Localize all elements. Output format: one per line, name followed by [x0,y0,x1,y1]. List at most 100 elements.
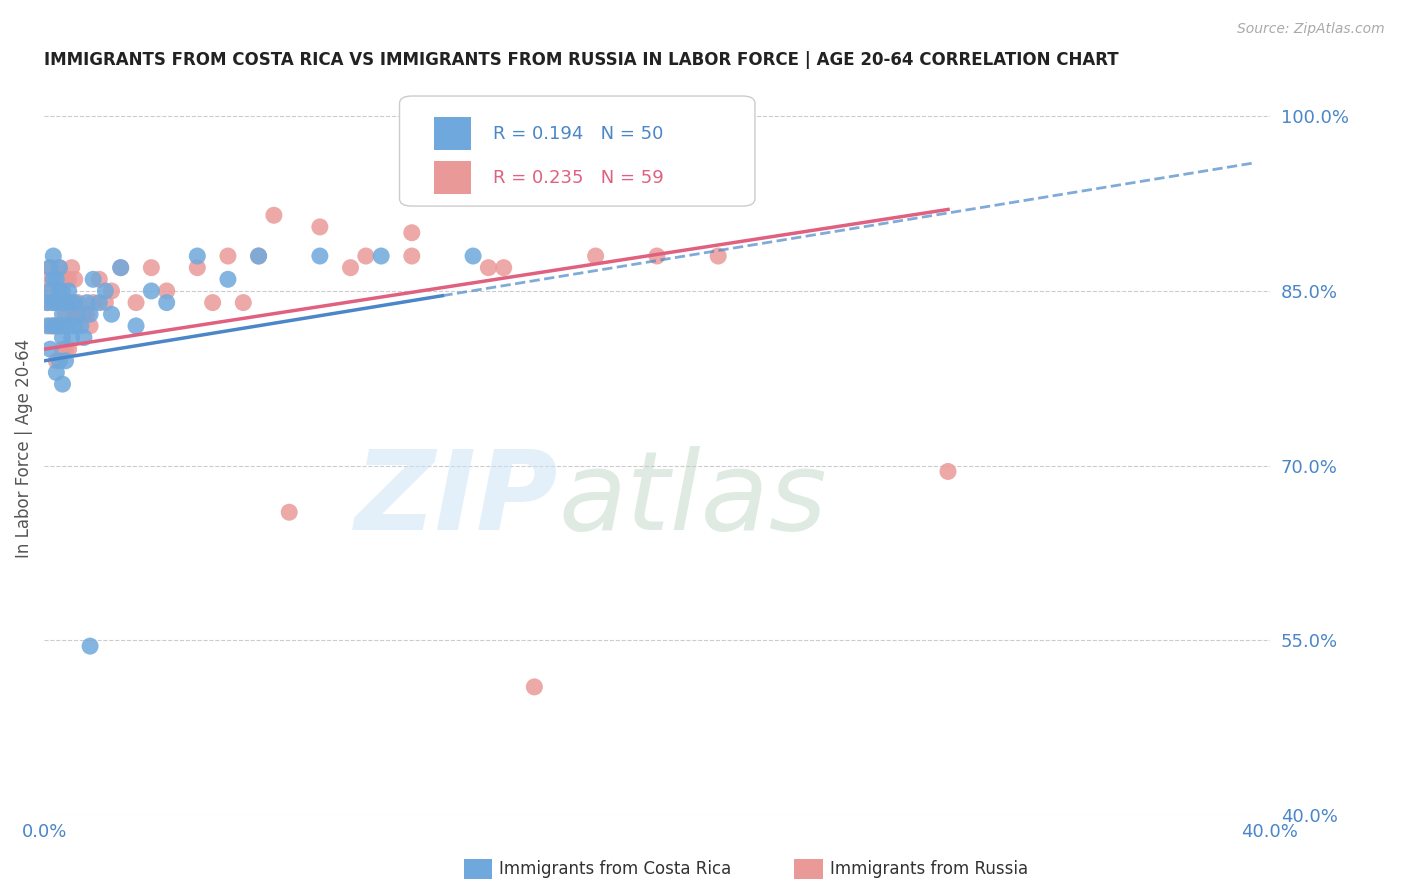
Point [401,226,423,240]
Text: atlas: atlas [558,446,828,553]
Point [60,260,83,275]
Point [370,249,392,263]
Point [55,342,77,356]
Point [42,249,65,263]
Point [354,249,377,263]
Point [51,284,73,298]
Point [48,260,70,275]
Point [186,260,208,275]
Point [461,249,484,263]
Point [82,272,104,286]
Point [523,680,546,694]
Point [39,260,62,275]
Text: Immigrants from Costa Rica: Immigrants from Costa Rica [499,860,731,878]
Point [39,318,62,333]
FancyBboxPatch shape [434,161,471,194]
Point [55,318,77,333]
Point [217,272,239,286]
Point [477,260,499,275]
Point [70,307,93,321]
Point [73,330,96,344]
Point [45,272,67,286]
Point [492,260,515,275]
Point [51,272,73,286]
Point [45,318,67,333]
Point [48,284,70,298]
Point [309,219,332,234]
Point [37,295,59,310]
Point [263,208,285,222]
Point [156,284,179,298]
Point [58,284,80,298]
Point [79,307,101,321]
Text: IMMIGRANTS FROM COSTA RICA VS IMMIGRANTS FROM RUSSIA IN LABOR FORCE | AGE 20-64 : IMMIGRANTS FROM COSTA RICA VS IMMIGRANTS… [44,51,1119,69]
Point [48,318,70,333]
Point [278,505,301,519]
Point [247,249,270,263]
Point [585,249,607,263]
Point [217,249,239,263]
Point [45,295,67,310]
Point [55,354,77,368]
Point [39,342,62,356]
Point [76,307,98,321]
Point [42,272,65,286]
Point [48,260,70,275]
Point [125,295,148,310]
Point [60,295,83,310]
Point [39,284,62,298]
Point [42,272,65,286]
Point [186,249,208,263]
Point [125,318,148,333]
Point [232,295,254,310]
Point [247,249,270,263]
Point [79,318,101,333]
Point [70,318,93,333]
Point [51,377,73,392]
Point [55,295,77,310]
Point [89,272,111,286]
Text: Immigrants from Russia: Immigrants from Russia [830,860,1028,878]
Point [48,354,70,368]
Point [89,295,111,310]
Point [76,295,98,310]
FancyBboxPatch shape [434,118,471,151]
Point [58,342,80,356]
Point [156,295,179,310]
Point [42,295,65,310]
Point [63,295,86,310]
Point [42,318,65,333]
Text: ZIP: ZIP [356,446,558,553]
Point [936,465,959,479]
Point [58,318,80,333]
Point [645,249,668,263]
Point [141,284,163,298]
Y-axis label: In Labor Force | Age 20-64: In Labor Force | Age 20-64 [15,339,32,558]
Point [66,307,89,321]
Point [51,330,73,344]
Point [58,272,80,286]
Point [63,307,86,321]
Point [55,272,77,286]
Point [39,284,62,298]
Point [309,249,332,263]
Point [82,295,104,310]
Point [94,284,117,298]
Point [100,307,122,321]
Point [339,260,361,275]
Point [37,272,59,286]
Point [201,295,224,310]
Point [37,318,59,333]
Point [60,330,83,344]
Point [73,307,96,321]
Point [48,284,70,298]
Point [110,260,132,275]
Point [45,354,67,368]
Point [58,295,80,310]
Point [42,295,65,310]
FancyBboxPatch shape [399,96,755,206]
Point [60,295,83,310]
Point [45,366,67,380]
Point [110,260,132,275]
Point [48,318,70,333]
